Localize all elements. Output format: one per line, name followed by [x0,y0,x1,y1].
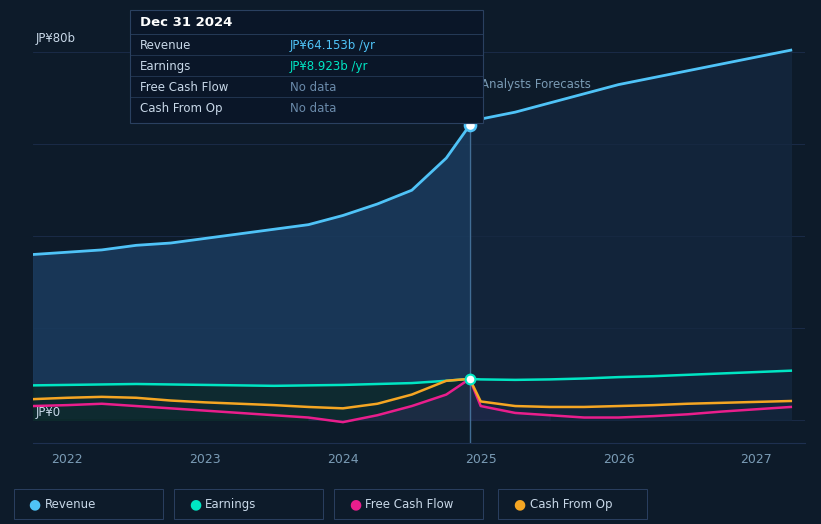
Text: Revenue: Revenue [140,39,191,52]
Text: Cash From Op: Cash From Op [140,102,222,115]
Text: No data: No data [290,102,336,115]
Text: Revenue: Revenue [45,498,97,510]
Text: Dec 31 2024: Dec 31 2024 [140,16,232,29]
Text: JP¥80b: JP¥80b [35,32,76,45]
Text: ●: ● [189,497,201,511]
Text: ●: ● [513,497,525,511]
Text: JP¥64.153b /yr: JP¥64.153b /yr [290,39,376,52]
Text: ●: ● [29,497,41,511]
Text: ●: ● [349,497,361,511]
Text: Earnings: Earnings [205,498,257,510]
Text: Free Cash Flow: Free Cash Flow [140,81,228,94]
Text: Analysts Forecasts: Analysts Forecasts [481,78,590,91]
Text: Cash From Op: Cash From Op [530,498,612,510]
Text: No data: No data [290,81,336,94]
Text: Earnings: Earnings [140,60,191,73]
Text: JP¥8.923b /yr: JP¥8.923b /yr [290,60,369,73]
Text: Free Cash Flow: Free Cash Flow [365,498,454,510]
Text: Past: Past [433,78,461,91]
Text: JP¥0: JP¥0 [35,407,61,419]
